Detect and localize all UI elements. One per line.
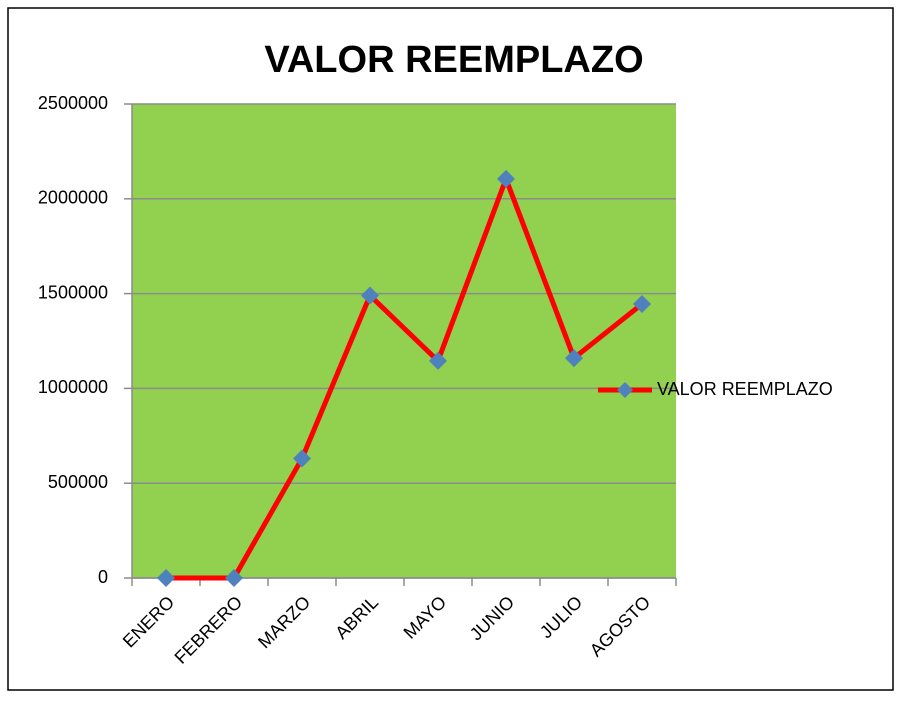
chart-title: VALOR REEMPLAZO: [264, 39, 643, 81]
marker: [225, 569, 243, 587]
marker: [565, 349, 583, 368]
marker: [293, 449, 311, 468]
legend-marker: [617, 382, 633, 398]
y-tick-label: 2500000: [38, 93, 108, 113]
y-tick-label: 2000000: [38, 188, 108, 208]
plot-area: [132, 104, 676, 578]
marker: [633, 295, 651, 314]
marker: [429, 351, 447, 370]
marker: [361, 286, 379, 305]
y-tick-label: 0: [98, 567, 108, 587]
y-tick-label: 1000000: [38, 377, 108, 397]
y-tick-label: 1500000: [38, 282, 108, 302]
series-line: [166, 176, 644, 581]
marker: [497, 169, 515, 188]
marker: [157, 569, 175, 587]
legend-label: VALOR REEMPLAZO: [657, 379, 833, 399]
y-tick-label: 500000: [48, 472, 108, 492]
